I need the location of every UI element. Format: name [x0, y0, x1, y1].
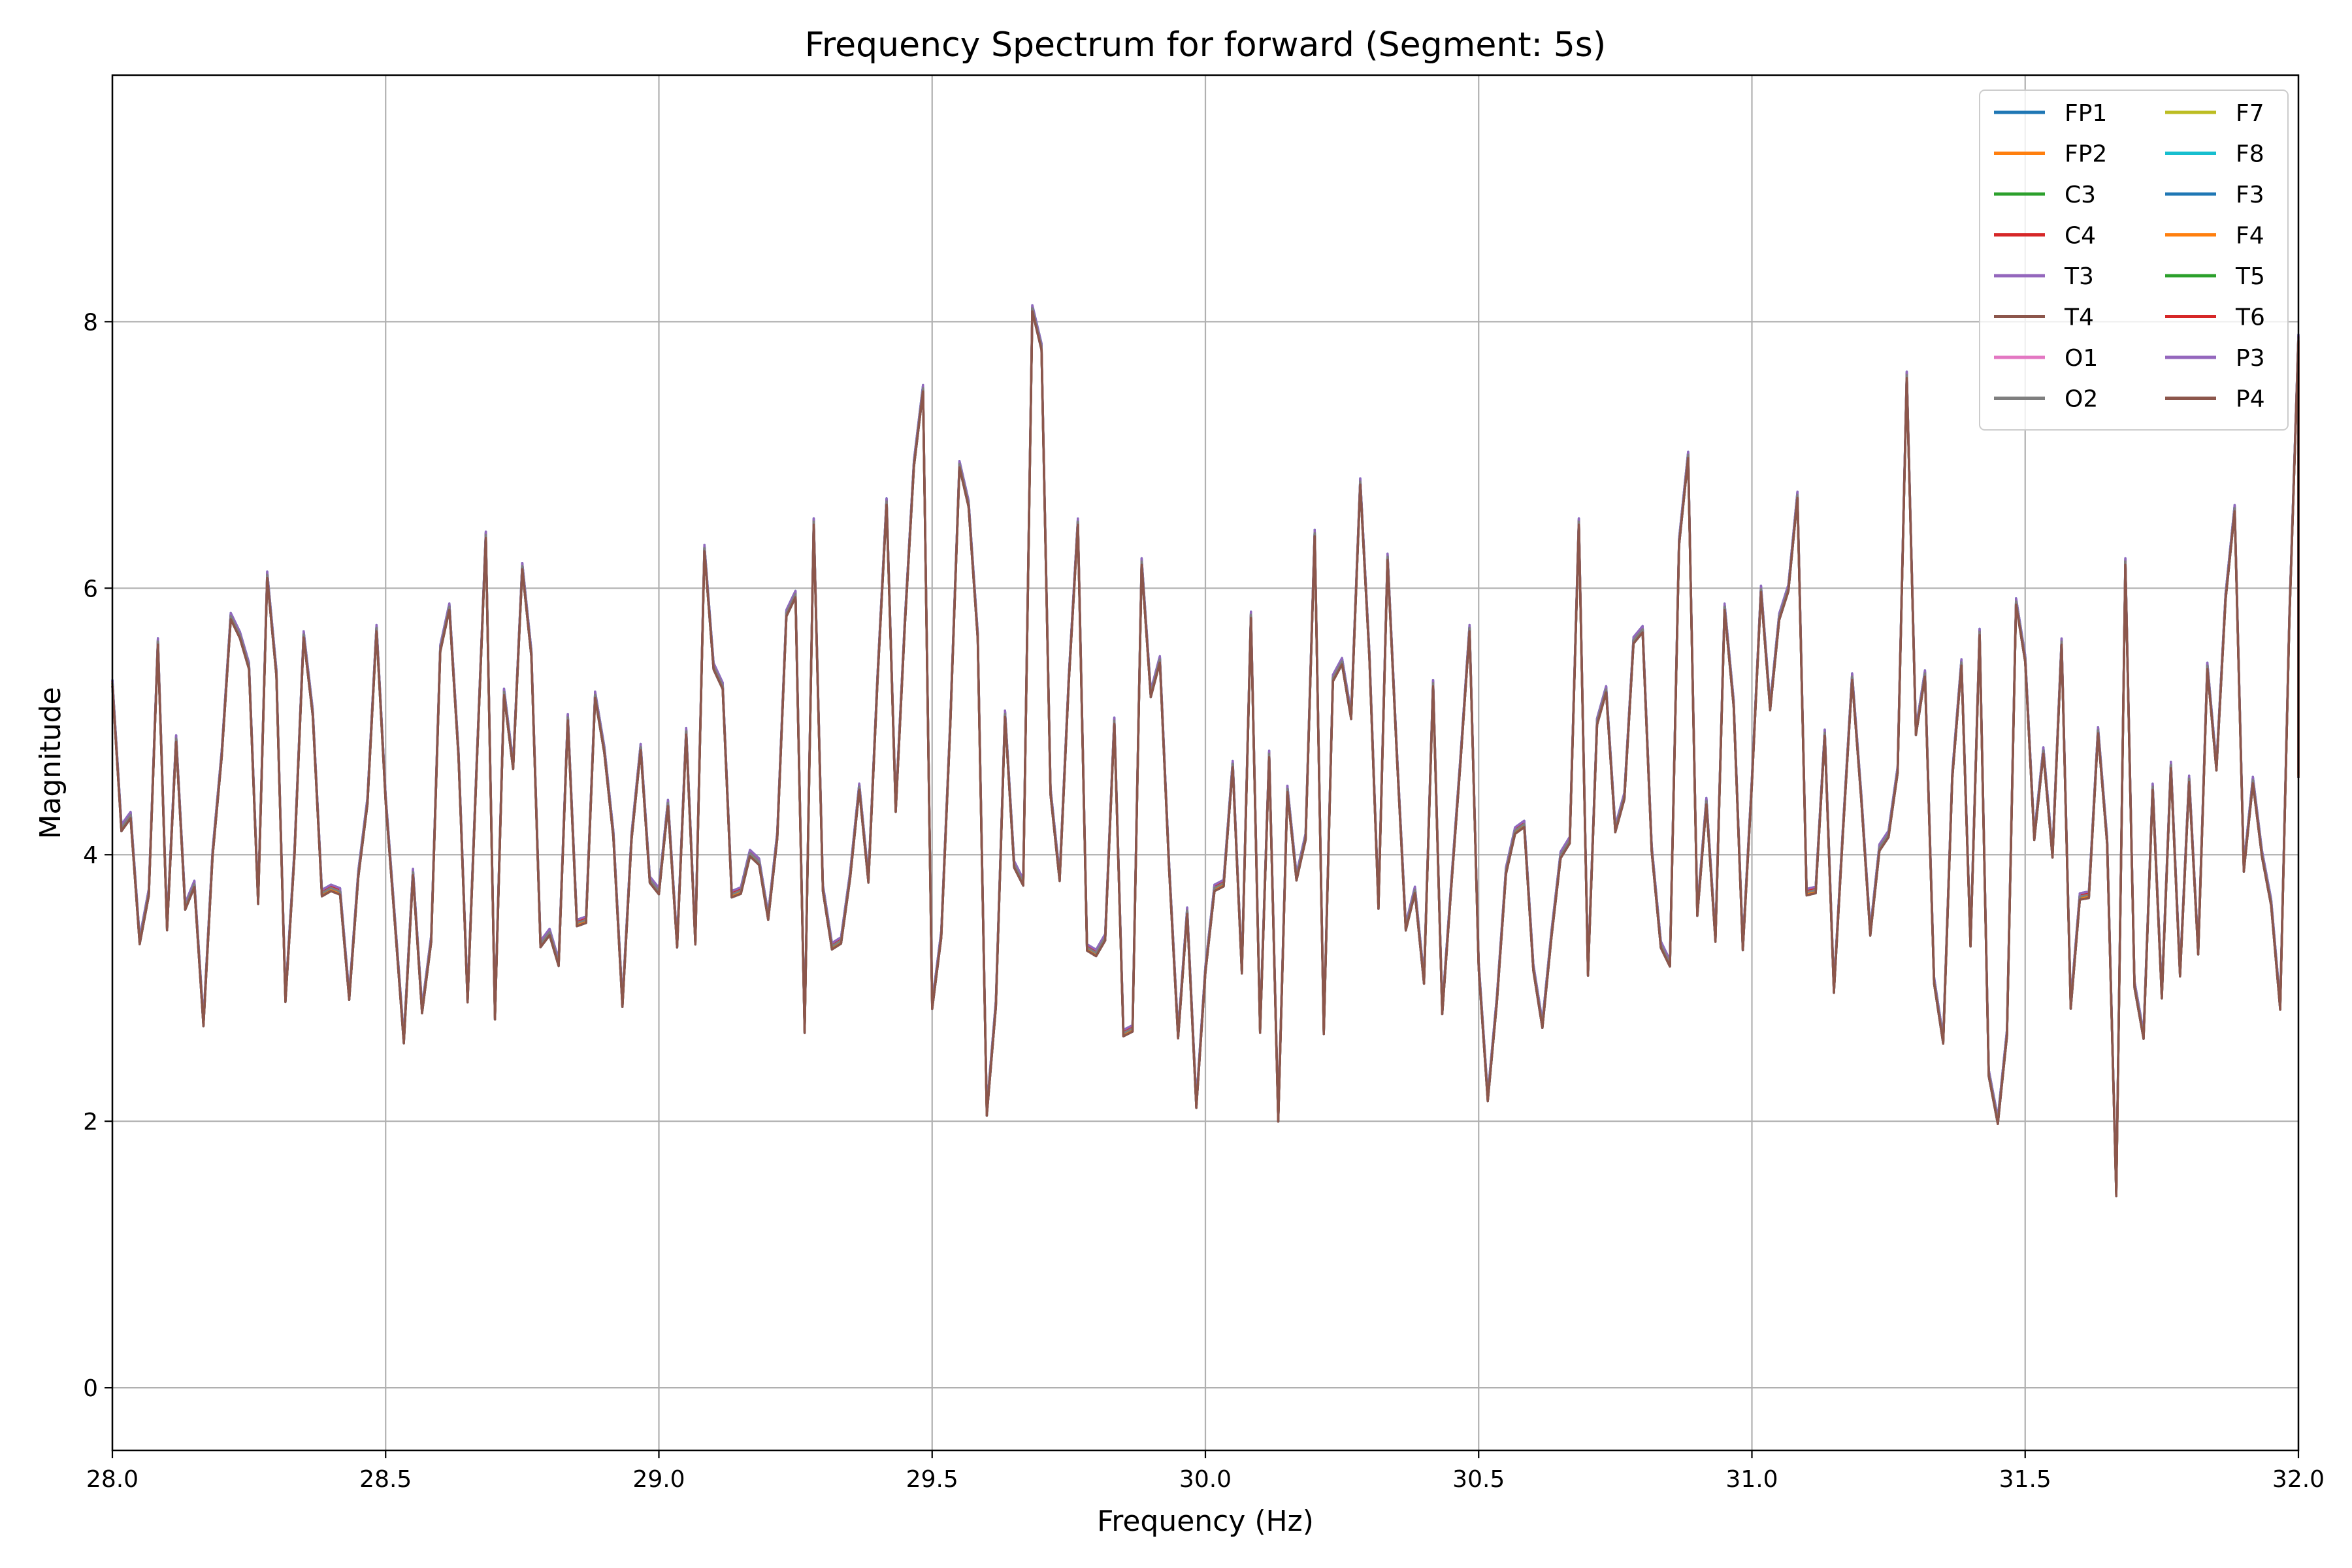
legend-label: F3 [2236, 182, 2264, 208]
legend-label: O2 [2065, 386, 2098, 413]
legend-label: O1 [2065, 345, 2098, 372]
y-tick-label: 2 [83, 1109, 98, 1135]
x-tick-label: 29.5 [906, 1466, 958, 1493]
legend-box [1979, 90, 2289, 431]
legend-label: T4 [2064, 304, 2094, 331]
x-tick-label: 32.0 [2272, 1466, 2325, 1493]
y-tick-label: 0 [83, 1375, 98, 1402]
legend-label: P4 [2236, 386, 2265, 413]
y-tick-label: 4 [83, 842, 98, 869]
axis-ticks: 28.0 28.5 29.0 29.5 30.0 30.5 31.0 31.5 32.0 0 2 4 6… [83, 309, 2325, 1493]
x-tick-label: 29.0 [632, 1466, 685, 1493]
x-tick-label: 31.5 [1999, 1466, 2051, 1493]
y-axis-label: Magnitude [34, 687, 67, 839]
legend-label: FP2 [2065, 141, 2107, 168]
series-line-p4 [111, 310, 2300, 1198]
legend-label: F4 [2236, 223, 2264, 250]
legend-label: T6 [2235, 304, 2265, 331]
x-tick-label: 28.0 [86, 1466, 139, 1493]
legend-label: C3 [2065, 182, 2096, 208]
chart-title: Frequency Spectrum for forward (Segment:… [805, 25, 1606, 65]
x-tick-label: 30.5 [1452, 1466, 1505, 1493]
plot-area [111, 304, 2300, 1198]
y-tick-label: 6 [83, 576, 98, 602]
legend-label: T5 [2235, 263, 2265, 290]
legend-label: T3 [2064, 263, 2094, 290]
x-tick-label: 31.0 [1725, 1466, 1778, 1493]
legend-label: C4 [2065, 223, 2096, 250]
legend-label: F7 [2236, 100, 2264, 127]
x-tick-label: 30.0 [1179, 1466, 1232, 1493]
x-tick-label: 28.5 [359, 1466, 412, 1493]
y-tick-label: 8 [83, 309, 98, 336]
legend-label: FP1 [2065, 100, 2107, 127]
legend: FP1 FP2 C3 C4 T3 T4 O1 O2 F7 F8 F3 F4 T5 T6 P3 P4 [1979, 90, 2289, 431]
x-axis-label: Frequency (Hz) [1097, 1505, 1314, 1538]
legend-label: P3 [2236, 345, 2265, 372]
legend-label: F8 [2236, 141, 2264, 168]
